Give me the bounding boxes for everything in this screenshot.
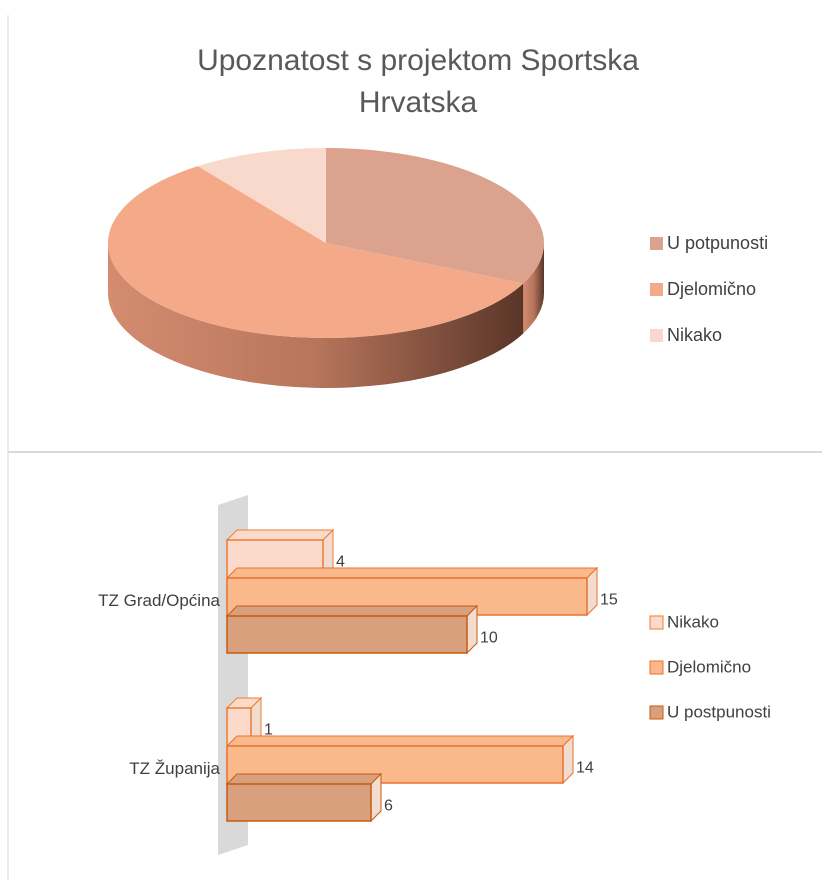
legend-label: U postpunosti bbox=[667, 702, 771, 721]
bar-top bbox=[225, 773, 383, 785]
bar bbox=[226, 615, 468, 654]
legend-label: Djelomično bbox=[667, 279, 756, 299]
pie-slice bbox=[197, 148, 326, 243]
pie-side bbox=[108, 243, 524, 388]
legend-swatch bbox=[650, 329, 663, 342]
data-label: 6 bbox=[384, 798, 393, 815]
bar-top bbox=[225, 529, 335, 541]
data-label: 15 bbox=[600, 592, 618, 609]
legend-swatch bbox=[650, 283, 663, 296]
bar-top bbox=[225, 605, 479, 617]
legend-label: Djelomično bbox=[667, 657, 751, 676]
chart-title: Upoznatost s projektom Sportska Hrvatska bbox=[197, 44, 639, 119]
bar-top bbox=[225, 735, 575, 747]
legend-label: Nikako bbox=[667, 325, 722, 345]
pie-slice bbox=[326, 148, 544, 284]
data-label: 1 bbox=[264, 722, 273, 739]
legend-label: U potpunosti bbox=[667, 233, 768, 253]
category-label: TZ Županija bbox=[129, 759, 220, 778]
data-label: 4 bbox=[336, 554, 345, 571]
legend-swatch bbox=[649, 615, 664, 630]
legend-label: Nikako bbox=[667, 612, 719, 631]
pie-slice bbox=[108, 166, 524, 338]
data-label: 10 bbox=[480, 630, 498, 647]
bar-top bbox=[225, 567, 599, 579]
category-label: TZ Grad/Općina bbox=[98, 591, 220, 610]
legend-swatch bbox=[649, 660, 664, 675]
legend-swatch bbox=[649, 705, 664, 720]
pie-side bbox=[523, 243, 544, 334]
bar bbox=[226, 783, 372, 822]
legend-swatch bbox=[650, 237, 663, 250]
data-label: 14 bbox=[576, 760, 594, 777]
